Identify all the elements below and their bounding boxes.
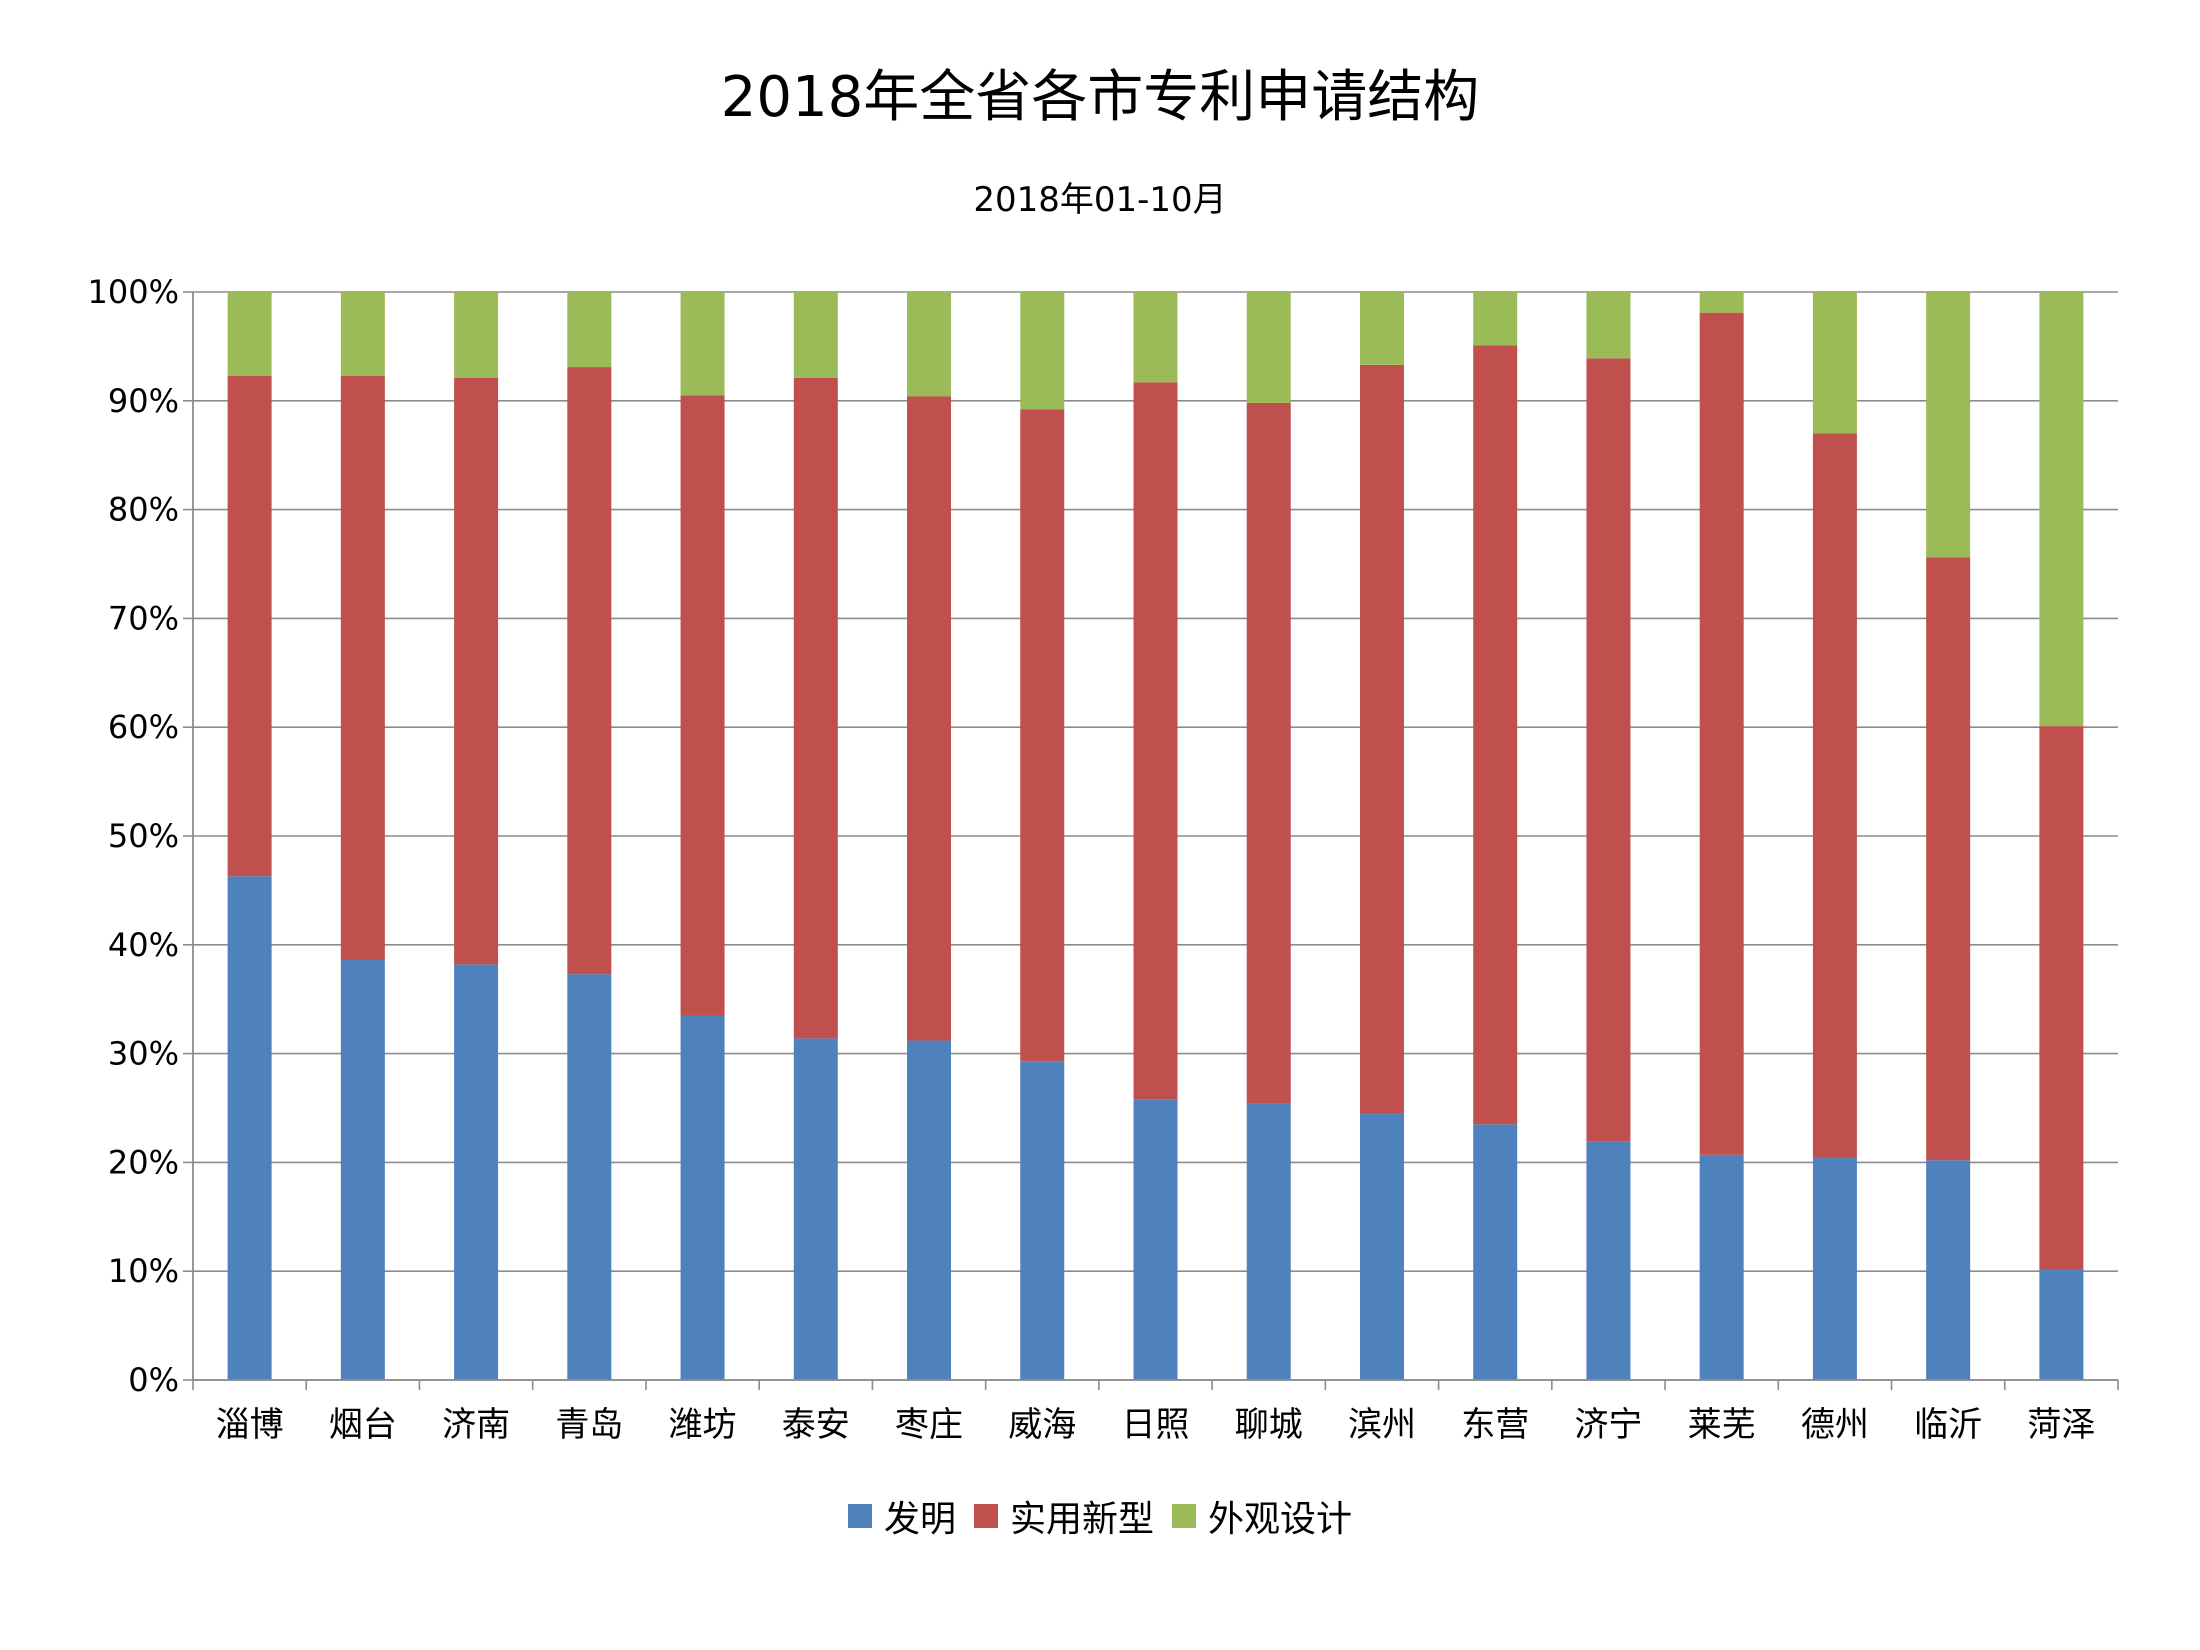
legend-label: 外观设计	[1208, 1499, 1353, 1540]
x-tick-label: 青岛	[555, 1405, 623, 1445]
bar-segment	[1020, 1061, 1065, 1380]
bar-segment	[793, 1038, 838, 1380]
bar-segment	[1926, 292, 1971, 558]
x-tick-label: 淄博	[216, 1405, 284, 1445]
bar-segment	[1473, 1124, 1518, 1380]
x-tick-labels: 淄博 烟台 济南 青岛 潍坊 泰安 枣庄 威海 日照 聊城 滨州 东营 济宁 莱芜 德州 临沂 菏泽	[216, 1405, 2096, 1445]
legend-item: 发明	[847, 1490, 956, 1542]
y-tick-label: 40%	[108, 926, 179, 964]
x-tick-label: 滨州	[1348, 1405, 1416, 1445]
y-tick-label: 80%	[108, 491, 179, 529]
bar-segment	[227, 876, 272, 1380]
x-tick-label: 烟台	[329, 1405, 397, 1445]
bar-segment	[1812, 1158, 1857, 1380]
x-tick-label: 菏泽	[2027, 1405, 2095, 1445]
legend-swatch	[1172, 1504, 1196, 1528]
bar-segment	[227, 375, 272, 877]
y-tick-labels: 0% 10% 20% 30% 40% 50% 60% 70% 80% 90% 100%	[88, 273, 179, 1399]
bar-segment	[2039, 1269, 2084, 1380]
chart-title: 2018年全省各市专利申请结构	[720, 65, 1480, 130]
bar-segment	[680, 1015, 725, 1380]
bar-segment	[907, 1040, 952, 1380]
x-tick-label: 聊城	[1235, 1405, 1303, 1445]
bar-segment	[1473, 345, 1518, 1125]
legend: 发明 实用新型 外观设计	[0, 1490, 2200, 1542]
bar-segment	[2039, 292, 2084, 727]
bar-segment	[1812, 292, 1857, 434]
bar-segment	[680, 292, 725, 396]
bar-segment	[1586, 1141, 1631, 1380]
x-tick-label: 济宁	[1574, 1405, 1642, 1445]
y-tick-label: 70%	[108, 599, 179, 637]
bar-segment	[454, 292, 499, 378]
bar-segment	[454, 964, 499, 1380]
legend-swatch	[973, 1504, 998, 1528]
bar-segment	[1926, 1160, 1971, 1380]
bar-segment	[567, 367, 612, 975]
axes	[192, 292, 2118, 1381]
bar-segment	[1133, 292, 1178, 383]
bar-segment	[1359, 364, 1404, 1114]
legend-swatch	[847, 1504, 872, 1528]
x-tick-label: 日照	[1122, 1405, 1190, 1445]
bar-segment	[340, 292, 385, 376]
chart-subtitle: 2018年01-10月	[973, 180, 1227, 220]
bar-segment	[1359, 292, 1404, 365]
x-tick-label: 莱芜	[1688, 1405, 1756, 1445]
y-tick-label: 30%	[108, 1035, 179, 1073]
y-tick-label: 10%	[108, 1252, 179, 1290]
bar-segment	[1473, 292, 1518, 346]
bar-segment	[2039, 726, 2084, 1270]
legend-label: 发明	[883, 1499, 956, 1540]
bar-segment	[907, 292, 952, 397]
y-tick-label: 90%	[108, 382, 179, 420]
x-tick-label: 泰安	[782, 1405, 850, 1445]
bar-segment	[1812, 433, 1857, 1159]
bar-segment	[1926, 557, 1971, 1161]
x-tick-label: 济南	[442, 1405, 510, 1445]
bar-segment	[1586, 358, 1631, 1142]
x-tick-label: 东营	[1461, 1405, 1529, 1445]
y-tick-label: 0%	[128, 1361, 179, 1399]
bar-segment	[1246, 292, 1291, 403]
bar-segment	[227, 292, 272, 376]
legend-item: 外观设计	[1172, 1490, 1352, 1542]
legend-item: 实用新型	[973, 1490, 1154, 1542]
bar-segment	[567, 292, 612, 368]
bar-segment	[907, 396, 952, 1041]
bar-segment	[454, 377, 499, 965]
bar-segment	[567, 974, 612, 1380]
bar-segment	[1020, 292, 1065, 410]
y-tick-label: 60%	[108, 708, 179, 746]
bar-segment	[680, 395, 725, 1016]
x-tick-label: 潍坊	[669, 1405, 737, 1445]
bar-segment	[793, 292, 838, 378]
y-tick-label: 50%	[108, 817, 179, 855]
bar-segment	[1246, 402, 1291, 1104]
y-tick-label: 20%	[108, 1143, 179, 1181]
bar-segment	[1133, 1099, 1178, 1380]
x-tick-label: 威海	[1008, 1405, 1076, 1445]
y-tick-label: 100%	[88, 273, 179, 311]
bar-segment	[1699, 1154, 1744, 1380]
x-tick-label: 枣庄	[895, 1405, 963, 1445]
bar-segment	[1699, 292, 1744, 313]
bar-segment	[1359, 1113, 1404, 1380]
bar-segment	[340, 375, 385, 961]
x-tick-label: 德州	[1801, 1405, 1869, 1445]
bar-segment	[1699, 312, 1744, 1155]
bar-segment	[1246, 1103, 1291, 1380]
x-tick-label: 临沂	[1914, 1405, 1982, 1445]
bar-segment	[340, 960, 385, 1380]
bars	[227, 292, 2084, 1380]
bar-segment	[793, 377, 838, 1039]
bar-segment	[1020, 409, 1065, 1062]
bar-segment	[1133, 382, 1178, 1100]
legend-label: 实用新型	[1009, 1499, 1154, 1540]
bar-segment	[1586, 292, 1631, 359]
